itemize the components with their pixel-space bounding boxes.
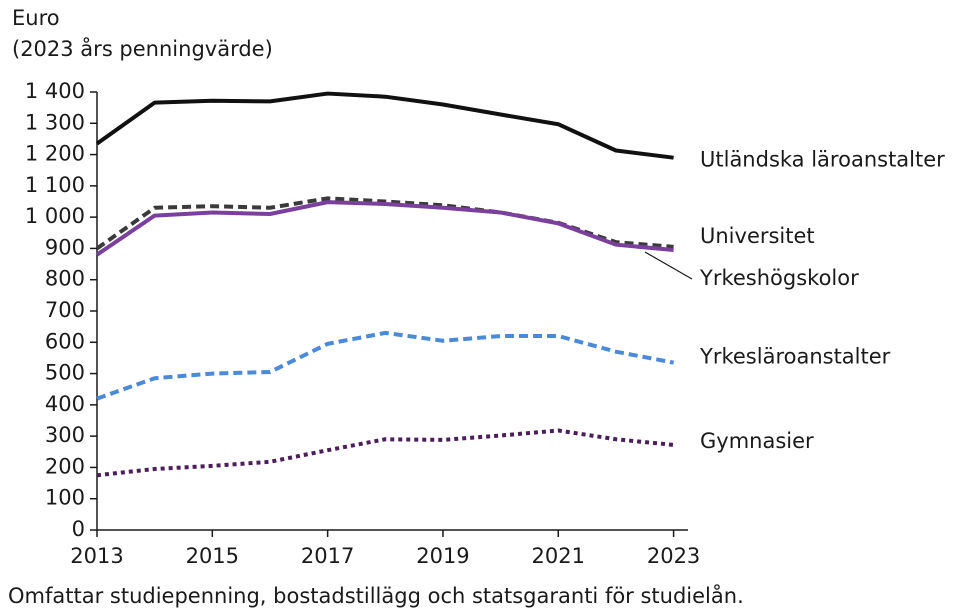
y-tick-label: 200: [45, 454, 85, 478]
y-tick-label: 300: [45, 423, 85, 447]
series-label: Universitet: [700, 224, 815, 248]
y-axis-label: (2023 års penningvärde): [12, 36, 273, 61]
series-label: Yrkeshögskolor: [699, 266, 859, 290]
y-tick-label: 900: [45, 235, 85, 259]
y-axis-label: Euro: [12, 6, 60, 30]
y-tick-label: 0: [72, 517, 85, 541]
y-tick-label: 700: [45, 298, 85, 322]
series-line: [95, 91, 674, 160]
x-tick-label: 2023: [647, 544, 700, 568]
y-tick-label: 800: [45, 267, 85, 291]
x-tick-label: 2015: [186, 544, 239, 568]
y-tick-label: 1 300: [25, 110, 85, 134]
series-line: [96, 428, 674, 478]
y-tick-label: 600: [45, 329, 85, 353]
x-tick-label: 2019: [416, 544, 469, 568]
y-tick-label: 1 200: [25, 142, 85, 166]
x-tick-label: 2021: [532, 544, 585, 568]
y-tick-label: 500: [45, 361, 85, 385]
y-tick-label: 100: [45, 486, 85, 510]
note: Omfattar studiepenning, bostadstillägg o…: [8, 583, 744, 608]
series-label: Utländska läroanstalter: [700, 148, 945, 172]
series-label: Gymnasier: [700, 429, 814, 453]
series-line: [95, 200, 674, 257]
y-tick-label: 1 400: [25, 79, 85, 103]
y-tick-label: 1 000: [25, 204, 85, 228]
leader-line: [644, 251, 693, 280]
y-tick-label: 1 100: [25, 173, 85, 197]
y-tick-label: 400: [45, 392, 85, 416]
series-label: Yrkesläroanstalter: [699, 345, 891, 369]
x-tick-label: 2013: [70, 544, 123, 568]
series-line: [96, 330, 674, 401]
x-tick-label: 2017: [301, 544, 354, 568]
